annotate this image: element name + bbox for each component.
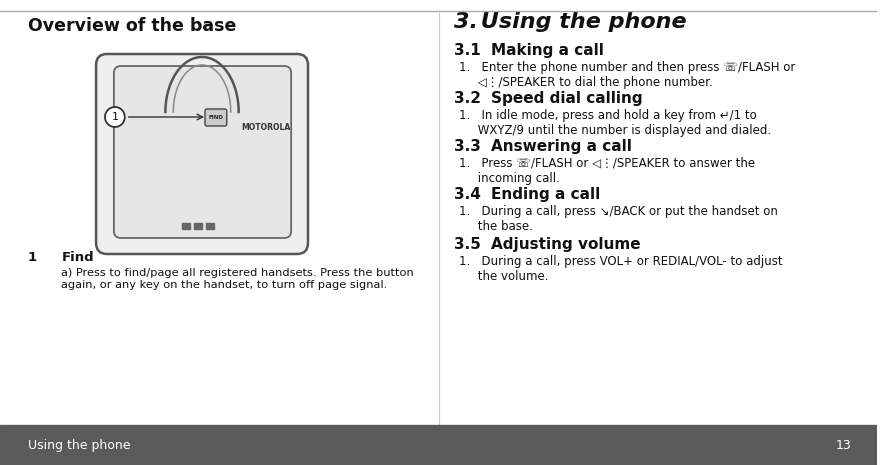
Text: 3.3: 3.3 [454, 139, 480, 154]
FancyBboxPatch shape [114, 66, 291, 238]
Bar [194, 223, 202, 229]
Text: Ending a call: Ending a call [491, 187, 601, 202]
Text: 1: 1 [27, 251, 37, 264]
Text: Making a call: Making a call [491, 43, 604, 58]
Text: 3.: 3. [454, 12, 478, 32]
Text: Using the phone: Using the phone [27, 438, 130, 452]
Text: 13: 13 [836, 438, 851, 452]
Bar [183, 223, 190, 229]
Text: Speed dial calling: Speed dial calling [491, 91, 643, 106]
Circle shape [105, 107, 125, 127]
Text: a) Press to find/page all registered handsets. Press the button
again, or any ke: a) Press to find/page all registered han… [61, 268, 414, 290]
FancyBboxPatch shape [205, 109, 227, 126]
Text: 3.2: 3.2 [454, 91, 480, 106]
Bar [0, 425, 877, 465]
Text: 1.   During a call, press VOL+ or REDIAL/VOL- to adjust
     the volume.: 1. During a call, press VOL+ or REDIAL/V… [459, 255, 782, 283]
Text: 3.5: 3.5 [454, 237, 480, 252]
Text: 1: 1 [112, 112, 119, 122]
Text: FIND: FIND [208, 115, 223, 120]
Text: Using the phone: Using the phone [473, 12, 687, 32]
Text: Overview of the base: Overview of the base [27, 17, 236, 35]
Text: Adjusting volume: Adjusting volume [491, 237, 641, 252]
Text: 1.   In idle mode, press and hold a key from ↵/1 to
     WXYZ/9 until the number: 1. In idle mode, press and hold a key fr… [459, 109, 771, 137]
FancyBboxPatch shape [96, 54, 308, 254]
Text: Answering a call: Answering a call [491, 139, 632, 154]
Text: 1.   Enter the phone number and then press ☏/FLASH or
     ◁⋮/SPEAKER to dial th: 1. Enter the phone number and then press… [459, 61, 795, 89]
Bar [206, 223, 214, 229]
Text: 1.   Press ☏/FLASH or ◁⋮/SPEAKER to answer the
     incoming call.: 1. Press ☏/FLASH or ◁⋮/SPEAKER to answer… [459, 157, 755, 185]
Text: Find: Find [61, 251, 94, 264]
Text: 3.1: 3.1 [454, 43, 480, 58]
Text: MOTOROLA: MOTOROLA [241, 122, 290, 132]
Text: 1.   During a call, press ↘/BACK or put the handset on
     the base.: 1. During a call, press ↘/BACK or put th… [459, 205, 777, 233]
Text: 3.4: 3.4 [454, 187, 480, 202]
